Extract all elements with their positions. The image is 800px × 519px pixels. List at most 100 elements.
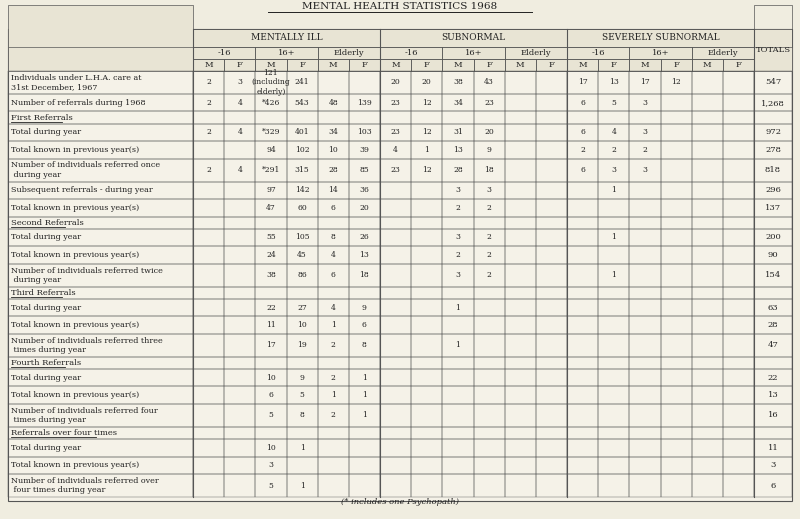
- Bar: [505, 439, 536, 457]
- Bar: [380, 369, 411, 387]
- Text: 278: 278: [765, 146, 781, 154]
- Text: Total during year: Total during year: [11, 304, 81, 311]
- Bar: [442, 457, 474, 474]
- Text: 315: 315: [294, 166, 310, 174]
- Text: 139: 139: [357, 99, 372, 107]
- Text: 296: 296: [765, 186, 781, 194]
- Bar: [630, 141, 661, 159]
- Bar: [536, 124, 567, 141]
- Bar: [661, 159, 692, 182]
- Bar: [411, 404, 442, 427]
- Bar: [411, 59, 442, 71]
- Bar: [442, 124, 474, 141]
- Bar: [349, 474, 380, 497]
- Bar: [8, 124, 193, 141]
- Text: Total known in previous year(s): Total known in previous year(s): [11, 251, 139, 259]
- Bar: [380, 59, 411, 71]
- Bar: [411, 182, 442, 199]
- Bar: [8, 286, 193, 299]
- Bar: [723, 357, 754, 369]
- Bar: [224, 124, 255, 141]
- Bar: [692, 474, 723, 497]
- Text: 36: 36: [359, 186, 370, 194]
- Text: 5: 5: [611, 99, 616, 107]
- Text: 19: 19: [298, 342, 307, 349]
- Bar: [754, 387, 792, 404]
- Bar: [505, 334, 536, 357]
- Text: 547: 547: [765, 78, 781, 87]
- Bar: [255, 159, 286, 182]
- Bar: [474, 387, 505, 404]
- Bar: [630, 439, 661, 457]
- Bar: [723, 71, 754, 94]
- Bar: [661, 439, 692, 457]
- Bar: [474, 317, 505, 334]
- Bar: [8, 246, 193, 264]
- Bar: [723, 427, 754, 439]
- Bar: [8, 182, 193, 199]
- Bar: [723, 112, 754, 124]
- Bar: [224, 357, 255, 369]
- Bar: [286, 124, 318, 141]
- Text: 12: 12: [422, 128, 432, 136]
- Bar: [411, 439, 442, 457]
- Bar: [349, 317, 380, 334]
- Bar: [630, 112, 661, 124]
- Text: Total known in previous year(s): Total known in previous year(s): [11, 391, 139, 399]
- Bar: [411, 199, 442, 216]
- Text: 55: 55: [266, 234, 276, 241]
- Text: 1: 1: [300, 444, 305, 452]
- Bar: [8, 229, 193, 246]
- Bar: [8, 404, 193, 427]
- Bar: [474, 246, 505, 264]
- Text: Second Referrals: Second Referrals: [11, 218, 84, 227]
- Text: 27: 27: [298, 304, 307, 311]
- Text: 28: 28: [453, 166, 462, 174]
- Text: 137: 137: [765, 204, 781, 212]
- Bar: [411, 246, 442, 264]
- Text: F: F: [611, 61, 617, 69]
- Text: F: F: [673, 61, 679, 69]
- Bar: [598, 317, 630, 334]
- Bar: [193, 112, 224, 124]
- Bar: [286, 264, 318, 286]
- Bar: [318, 334, 349, 357]
- Bar: [723, 264, 754, 286]
- Bar: [598, 199, 630, 216]
- Bar: [630, 427, 661, 439]
- Bar: [474, 199, 505, 216]
- Bar: [567, 404, 598, 427]
- Text: MENTAL HEALTH STATISTICS 1968: MENTAL HEALTH STATISTICS 1968: [302, 2, 498, 11]
- Text: 1: 1: [455, 342, 460, 349]
- Bar: [193, 439, 224, 457]
- Text: 2: 2: [486, 204, 491, 212]
- Bar: [318, 369, 349, 387]
- Bar: [224, 474, 255, 497]
- Text: 47: 47: [266, 204, 276, 212]
- Bar: [224, 457, 255, 474]
- Text: 90: 90: [768, 251, 778, 259]
- Text: 60: 60: [298, 204, 307, 212]
- Bar: [567, 216, 598, 229]
- Bar: [286, 59, 318, 71]
- Bar: [692, 286, 723, 299]
- Text: 105: 105: [294, 234, 310, 241]
- Bar: [692, 159, 723, 182]
- Bar: [193, 216, 224, 229]
- Bar: [318, 439, 349, 457]
- Bar: [411, 264, 442, 286]
- Bar: [286, 286, 318, 299]
- Text: 23: 23: [390, 99, 401, 107]
- Bar: [255, 286, 286, 299]
- Bar: [224, 182, 255, 199]
- Bar: [224, 94, 255, 112]
- Bar: [505, 124, 536, 141]
- Bar: [661, 317, 692, 334]
- Bar: [505, 246, 536, 264]
- Bar: [567, 246, 598, 264]
- Text: MENTALLY ILL: MENTALLY ILL: [250, 34, 322, 43]
- Bar: [661, 404, 692, 427]
- Bar: [692, 369, 723, 387]
- Bar: [349, 299, 380, 317]
- Bar: [723, 457, 754, 474]
